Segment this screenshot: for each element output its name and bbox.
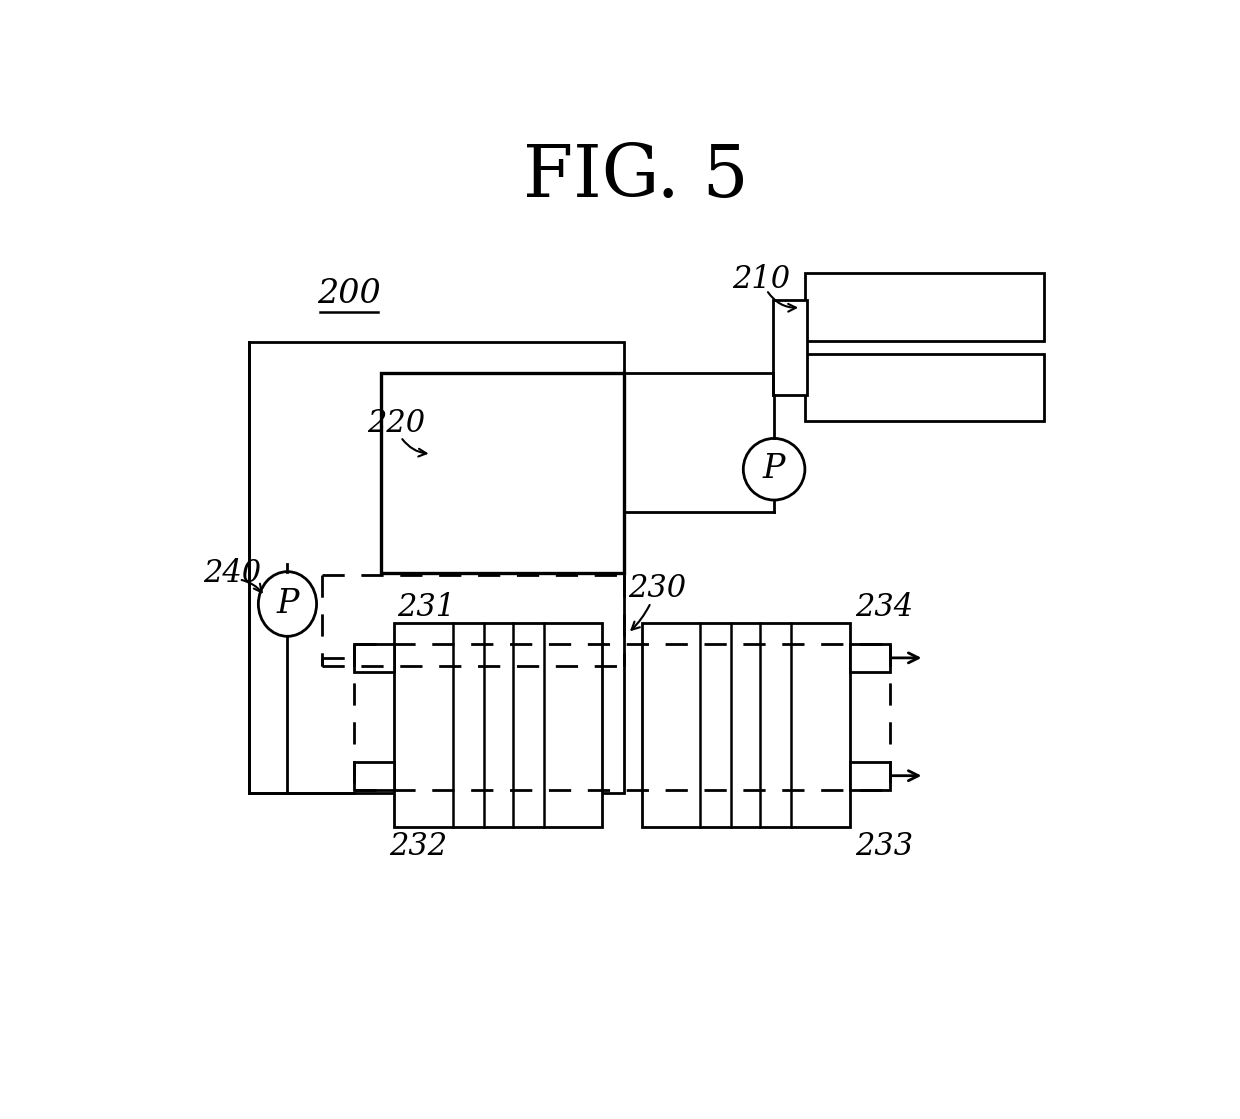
Bar	[849, 645, 889, 671]
Text: FIG. 5: FIG. 5	[523, 141, 748, 211]
Bar	[849, 762, 889, 790]
Bar	[641, 623, 849, 827]
Bar	[382, 373, 624, 573]
Ellipse shape	[258, 572, 316, 637]
Bar	[805, 273, 1044, 340]
Text: 220: 220	[367, 407, 425, 439]
Text: P: P	[277, 587, 299, 620]
Text: 200: 200	[317, 278, 381, 310]
Text: P: P	[763, 453, 785, 486]
Text: 234: 234	[854, 592, 913, 623]
Bar	[394, 623, 603, 827]
Text: 210: 210	[732, 264, 790, 294]
Bar	[355, 762, 394, 790]
Ellipse shape	[743, 439, 805, 500]
Bar	[355, 645, 394, 671]
Bar	[805, 354, 1044, 422]
Text: 230: 230	[627, 573, 686, 604]
Text: 231: 231	[397, 592, 455, 623]
Text: 240: 240	[203, 557, 260, 589]
Text: 233: 233	[854, 831, 913, 862]
Text: 232: 232	[389, 831, 448, 862]
Bar	[249, 342, 624, 792]
Bar	[773, 300, 807, 395]
